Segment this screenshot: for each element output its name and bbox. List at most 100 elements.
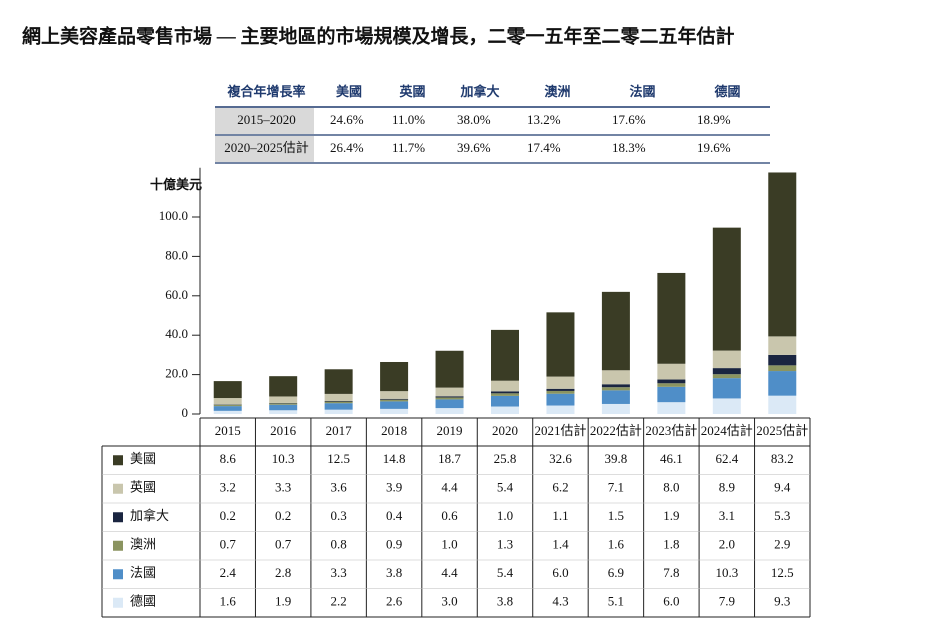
table-cell: 0.7 (275, 537, 292, 552)
bar-segment (380, 391, 409, 399)
table-cell: 12.5 (771, 565, 794, 580)
table-cell: 1.9 (663, 508, 679, 523)
table-cell: 7.9 (719, 594, 735, 609)
legend-label: 澳洲 (130, 537, 156, 552)
legend-swatch (113, 540, 123, 551)
table-cell: 0.3 (331, 508, 347, 523)
bar-segment (601, 387, 630, 391)
bar-segment (269, 376, 298, 397)
bar-segment (768, 395, 797, 414)
bar-segment (657, 363, 686, 380)
table-cell: 5.4 (497, 480, 514, 495)
bar-segment (546, 390, 575, 394)
x-tick-label: 2019 (437, 423, 463, 438)
bar-segment (213, 404, 242, 407)
bar-segment (712, 227, 741, 351)
bar-segment (435, 396, 464, 398)
bar-segment (324, 369, 353, 394)
cagr-cell: 17.6% (612, 112, 646, 127)
table-cell: 0.2 (275, 508, 291, 523)
table-cell: 2.0 (719, 537, 735, 552)
cagr-cell: 18.9% (697, 112, 731, 127)
cagr-cell: 24.6% (330, 112, 364, 127)
bar-segment (435, 397, 464, 400)
bar-segment (657, 379, 686, 384)
table-cell: 1.6 (608, 537, 625, 552)
table-cell: 3.1 (719, 508, 735, 523)
table-cell: 4.3 (552, 594, 568, 609)
legend-label: 法國 (130, 565, 156, 580)
bar-segment (213, 398, 242, 405)
table-cell: 1.4 (552, 537, 569, 552)
table-cell: 5.3 (774, 508, 790, 523)
bar-segment (768, 365, 797, 372)
cagr-cell: 13.2% (527, 112, 561, 127)
legend-swatch (113, 569, 123, 580)
table-cell: 62.4 (715, 451, 738, 466)
bar-segment (324, 393, 353, 401)
bar-segment (546, 405, 575, 414)
cagr-cell: 18.3% (612, 140, 646, 155)
table-cell: 1.5 (608, 508, 624, 523)
bar-segment (491, 329, 519, 381)
table-cell: 0.6 (441, 508, 458, 523)
table-cell: 1.0 (497, 508, 513, 523)
bar-segment (435, 350, 464, 388)
table-cell: 8.6 (220, 451, 237, 466)
bar-segment (269, 404, 298, 411)
table-cell: 9.4 (774, 480, 791, 495)
table-cell: 2.2 (331, 594, 347, 609)
bar-segment (601, 291, 630, 371)
table-cell: 0.8 (331, 537, 347, 552)
bar-segment (269, 396, 298, 403)
cagr-cell: 19.6% (697, 140, 731, 155)
y-tick-label: 0 (182, 405, 189, 420)
legend-label: 德國 (130, 594, 156, 609)
y-tick-label: 100.0 (159, 208, 188, 223)
bar-segment (491, 391, 519, 394)
bar-segment (491, 395, 519, 407)
bar-segment (657, 272, 686, 364)
x-tick-label: 2020 (492, 423, 518, 438)
x-tick-label: 2021估計 (534, 423, 586, 438)
bar-segment (491, 393, 519, 396)
bar-segment (435, 387, 464, 397)
bar-segment (768, 336, 797, 355)
chart-title: 網上美容產品零售市場 — 主要地區的市場規模及增長，二零一五年至二零二五年估計 (22, 24, 735, 47)
bar-segment (213, 410, 242, 414)
table-cell: 1.8 (663, 537, 679, 552)
cagr-header: 法國 (629, 84, 655, 99)
table-cell: 5.4 (497, 565, 514, 580)
bar-segment (380, 408, 409, 414)
bar-segment (324, 409, 353, 414)
bar-segment (491, 380, 519, 392)
y-tick-label: 20.0 (165, 366, 188, 381)
bar-segment (324, 403, 353, 410)
table-cell: 5.1 (608, 594, 624, 609)
x-tick-label: 2015 (215, 423, 241, 438)
bar-segment (213, 406, 242, 411)
table-cell: 14.8 (383, 451, 406, 466)
table-cell: 0.4 (386, 508, 403, 523)
x-tick-label: 2024估計 (701, 423, 753, 438)
table-cell: 1.9 (275, 594, 291, 609)
table-cell: 9.3 (774, 594, 790, 609)
cagr-cell: 11.7% (392, 140, 425, 155)
bar-segment (324, 401, 353, 404)
x-tick-label: 2022估計 (590, 423, 642, 438)
bar-segment (657, 383, 686, 387)
y-tick-label: 40.0 (165, 326, 188, 341)
table-cell: 2.6 (386, 594, 403, 609)
bar-segment (380, 398, 409, 400)
table-cell: 10.3 (272, 451, 295, 466)
cagr-header: 美國 (336, 84, 362, 99)
bar-segment (435, 399, 464, 409)
bar-segment (601, 403, 630, 414)
table-cell: 3.6 (331, 480, 348, 495)
bar-segment (380, 361, 409, 392)
table-cell: 83.2 (771, 451, 794, 466)
legend-label: 英國 (130, 480, 156, 495)
cagr-row-label: 2020–2025估計 (224, 140, 309, 155)
bar-segment (601, 370, 630, 385)
